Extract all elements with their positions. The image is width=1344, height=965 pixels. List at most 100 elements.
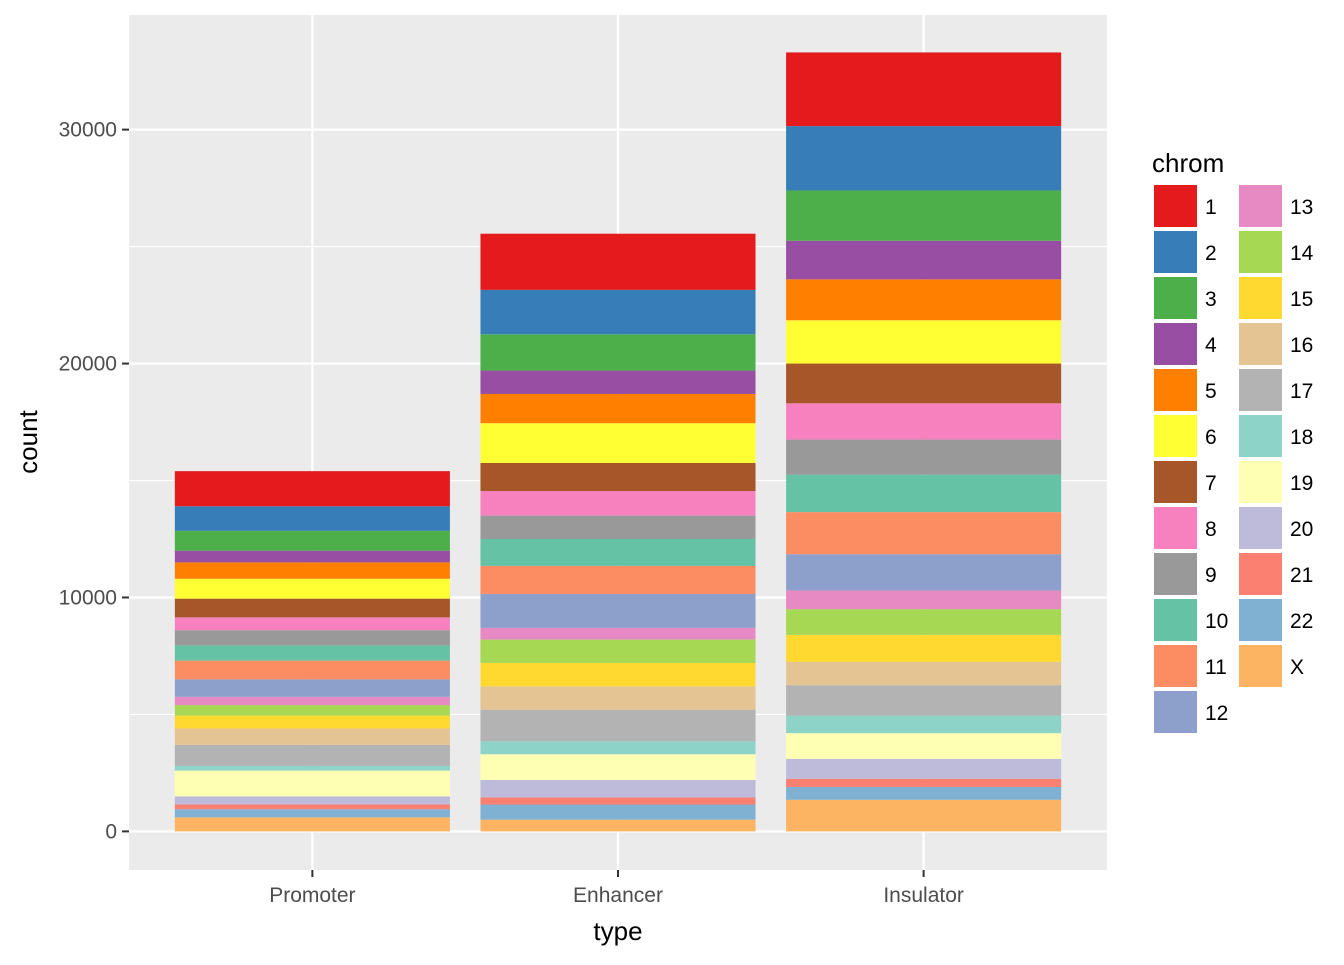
- bar-segment-chr-20: [174, 796, 450, 805]
- legend-label: 4: [1205, 334, 1217, 357]
- bar-segment-chr-10: [174, 645, 450, 661]
- legend-label: 11: [1205, 656, 1227, 679]
- bar-segment-chr-7: [480, 462, 756, 492]
- bar-segment-chr-3: [174, 530, 450, 551]
- bar-segment-chr-13: [480, 627, 756, 640]
- legend-item-chr-10: 10: [1154, 599, 1228, 641]
- bar-segment-chr-16: [786, 661, 1062, 686]
- legend-item-chr-9: 9: [1154, 553, 1217, 595]
- legend-key: [1239, 231, 1282, 273]
- bar-segment-chr-19: [480, 754, 756, 780]
- legend-key: [1154, 553, 1197, 595]
- bar-segment-chr-10: [480, 538, 756, 566]
- legend-item-chr-20: 20: [1239, 507, 1313, 549]
- legend-key: [1154, 645, 1197, 687]
- legend-item-chr-13: 13: [1239, 185, 1313, 227]
- bar-segment-chr-22: [174, 809, 450, 818]
- legend-key: [1154, 691, 1197, 733]
- bar-segment-chr-5: [174, 562, 450, 579]
- x-axis-title: type: [593, 916, 642, 946]
- bar-segment-chr-14: [174, 705, 450, 716]
- bar-segment-chr-4: [480, 370, 756, 394]
- x-tick-label: Insulator: [883, 884, 964, 907]
- legend-key: [1239, 323, 1282, 365]
- y-tick-label: 20000: [59, 353, 117, 376]
- bar-segment-chr-11: [174, 660, 450, 680]
- legend-label: 7: [1205, 472, 1217, 495]
- legend-label: 19: [1290, 472, 1313, 495]
- bar-segment-chr-22: [480, 804, 756, 820]
- bar-segment-chr-14: [786, 609, 1062, 635]
- bar-segment-chr-1: [480, 233, 756, 290]
- bar-segment-chr-4: [786, 240, 1062, 280]
- bar-segment-chr-1: [786, 52, 1062, 127]
- bar-segment-chr-6: [480, 423, 756, 463]
- legend-key: [1154, 507, 1197, 549]
- bar-segment-chr-3: [480, 334, 756, 371]
- y-tick-label: 0: [105, 820, 117, 843]
- legend-item-chr-2: 2: [1154, 231, 1217, 273]
- bar-segment-chr-21: [786, 778, 1062, 787]
- bar-segment-chr-1: [174, 471, 450, 507]
- bar-segment-chr-9: [786, 439, 1062, 475]
- legend-key: [1239, 553, 1282, 595]
- bar-segment-chr-6: [786, 320, 1062, 364]
- legend-label: X: [1290, 656, 1304, 679]
- bar-segment-chr-2: [786, 126, 1062, 191]
- legend-label: 13: [1290, 196, 1313, 219]
- bar-segment-chr-14: [480, 639, 756, 663]
- bar-segment-chr-8: [786, 403, 1062, 440]
- bar-segment-chr-19: [786, 733, 1062, 759]
- bar-segment-chr-22: [786, 786, 1062, 800]
- bar-segment-chr-16: [174, 728, 450, 745]
- legend-label: 21: [1290, 564, 1313, 587]
- bar-segment-chr-17: [786, 685, 1062, 716]
- bar-segment-chr-20: [480, 779, 756, 798]
- x-tick-label: Enhancer: [573, 884, 663, 907]
- bar-stack-insulator: [786, 52, 1062, 832]
- legend-key: [1154, 185, 1197, 227]
- bar-segment-chr-15: [480, 662, 756, 687]
- legend-label: 14: [1290, 242, 1314, 265]
- bar-segment-chr-9: [480, 515, 756, 539]
- legend-item-chr-11: 11: [1154, 645, 1227, 687]
- legend-item-chr-21: 21: [1239, 553, 1313, 595]
- legend-label: 15: [1290, 288, 1313, 311]
- bar-stack-enhancer: [480, 233, 756, 832]
- legend-label: 1: [1205, 196, 1217, 219]
- legend-item-chr-1: 1: [1154, 185, 1217, 227]
- legend-label: 8: [1205, 518, 1217, 541]
- legend-item-chr-16: 16: [1239, 323, 1313, 365]
- bar-segment-chr-7: [786, 363, 1062, 404]
- bar-segment-chr-8: [480, 491, 756, 516]
- bar-segment-chr-11: [480, 565, 756, 594]
- legend-item-chr-5: 5: [1154, 369, 1217, 411]
- legend-key: [1154, 323, 1197, 365]
- legend-item-chr-14: 14: [1239, 231, 1314, 273]
- bar-segment-chr-2: [480, 289, 756, 335]
- legend-key: [1239, 599, 1282, 641]
- legend-label: 18: [1290, 426, 1313, 449]
- bar-segment-chr-18: [786, 715, 1062, 734]
- bar-segment-chr-x: [786, 799, 1062, 832]
- legend-key: [1239, 277, 1282, 319]
- legend-item-chr-17: 17: [1239, 369, 1313, 411]
- bar-segment-chr-11: [786, 512, 1062, 555]
- bar-segment-chr-8: [174, 617, 450, 631]
- legend-label: 2: [1205, 242, 1217, 265]
- bar-segment-chr-18: [480, 741, 756, 755]
- legend-item-chr-15: 15: [1239, 277, 1313, 319]
- bar-segment-chr-5: [480, 393, 756, 424]
- bar-segment-chr-13: [786, 590, 1062, 610]
- legend: chrom 1234567891011121314151617181920212…: [1152, 148, 1314, 733]
- bar-segment-chr-21: [480, 797, 756, 805]
- bar-segment-chr-7: [174, 598, 450, 618]
- legend-key: [1239, 369, 1282, 411]
- legend-key: [1154, 415, 1197, 457]
- bar-segment-chr-20: [786, 758, 1062, 779]
- legend-key: [1239, 507, 1282, 549]
- legend-item-chr-18: 18: [1239, 415, 1313, 457]
- bar-segment-chr-5: [786, 279, 1062, 321]
